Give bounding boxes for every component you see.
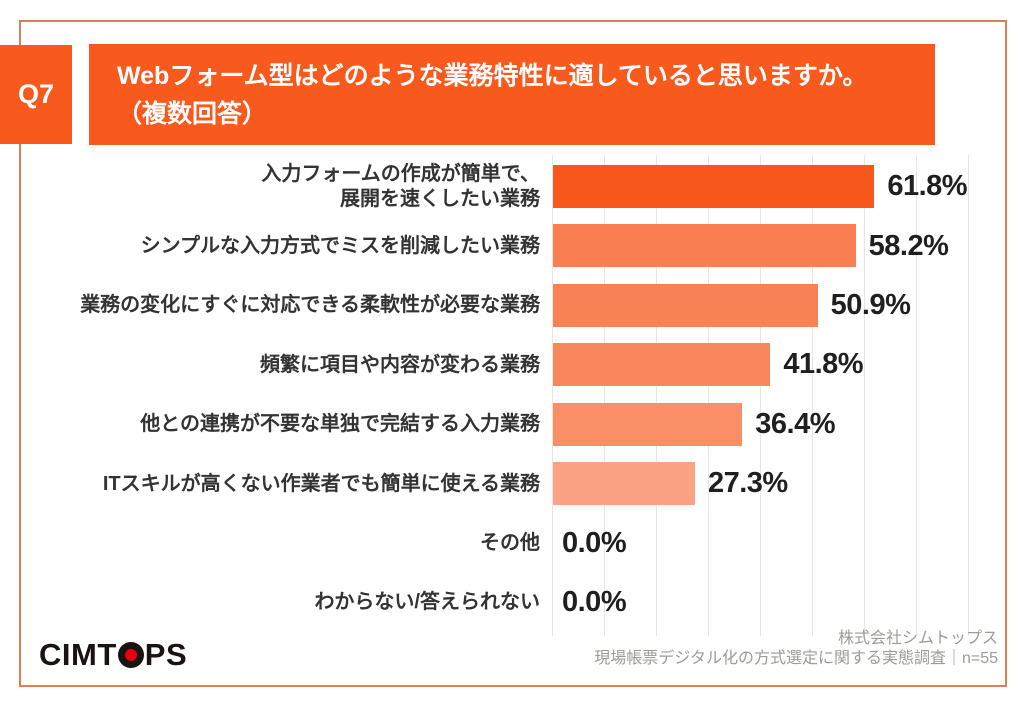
bar <box>553 224 856 268</box>
value-label: 27.3% <box>707 467 788 500</box>
value-label: 0.0% <box>562 585 627 618</box>
gridline <box>968 155 969 636</box>
chart-rows: 入力フォームの作成が簡単で、 展開を速くしたい業務 61.8% シンプルな入力方式で… <box>0 157 1024 633</box>
bar <box>553 283 818 327</box>
question-number-label: Q7 <box>17 79 55 109</box>
attribution-survey: 現場帳票デジタル化の方式選定に関する実態調査｜n=55 <box>594 650 998 667</box>
survey-attribution: 株式会社シムトップス 現場帳票デジタル化の方式選定に関する実態調査｜n=55 <box>594 629 998 669</box>
chart-row: ITスキルが高くない作業者でも簡単に使える業務 27.3% <box>0 454 1024 513</box>
chart-row: 他との連携が不要な単独で完結する入力業務 36.4% <box>0 395 1024 454</box>
chart-row: 入力フォームの作成が簡単で、 展開を速くしたい業務 61.8% <box>0 157 1024 216</box>
value-label: 58.2% <box>868 229 949 262</box>
gridline <box>864 155 865 636</box>
gridline <box>916 155 917 636</box>
logo-o-icon <box>117 642 144 668</box>
gridline <box>604 155 605 636</box>
chart-row: 業務の変化にすぐに対応できる柔軟性が必要な業務 50.9% <box>0 276 1024 335</box>
gridline <box>656 155 657 636</box>
question-title-line1: Webフォーム型はどのような業務特性に適していると思いますか。 <box>117 62 868 90</box>
logo-text-left: CIMT <box>39 637 117 672</box>
logo-text-right: PS <box>144 637 188 672</box>
question-title-bar: Webフォーム型はどのような業務特性に適していると思いますか。 （複数回答） <box>89 44 935 145</box>
gridline <box>812 155 813 636</box>
bar <box>553 462 695 505</box>
question-title-line2: （複数回答） <box>117 100 268 128</box>
category-label: その他 <box>480 531 540 554</box>
category-label: 業務の変化にすぐに対応できる柔軟性が必要な業務 <box>80 294 540 317</box>
attribution-company: 株式会社シムトップス <box>837 630 998 647</box>
gridline <box>760 155 761 636</box>
category-label: ITスキルが高くない作業者でも簡単に使える業務 <box>102 472 540 495</box>
logo-o-red-dot <box>124 649 137 661</box>
chart-row: 頻繁に項目や内容が変わる業務 41.8% <box>0 335 1024 394</box>
chart-row: その他 0.0% <box>0 513 1024 572</box>
category-label: 入力フォームの作成が簡単で、 展開を速くしたい業務 <box>261 163 540 210</box>
value-label: 61.8% <box>887 170 968 203</box>
chart-row: シンプルな入力方式でミスを削減したい業務 58.2% <box>0 216 1024 275</box>
category-label: シンプルな入力方式でミスを削減したい業務 <box>140 234 540 257</box>
category-label: 頻繁に項目や内容が変わる業務 <box>260 353 540 376</box>
category-label: 他との連携が不要な単独で完結する入力業務 <box>140 413 540 436</box>
question-number-badge: Q7 <box>0 45 72 144</box>
gridline <box>552 155 553 636</box>
bar <box>553 343 771 387</box>
value-label: 50.9% <box>830 288 911 321</box>
value-label: 36.4% <box>755 407 835 440</box>
bar <box>553 402 743 446</box>
gridline <box>708 155 709 636</box>
value-label: 41.8% <box>783 348 864 381</box>
category-label: わからない/答えられない <box>314 591 540 614</box>
cimtops-logo: CIMT PS <box>39 637 188 672</box>
chart-row: わからない/答えられない 0.0% <box>0 573 1024 632</box>
value-label: 0.0% <box>562 526 627 559</box>
bar <box>553 165 875 208</box>
